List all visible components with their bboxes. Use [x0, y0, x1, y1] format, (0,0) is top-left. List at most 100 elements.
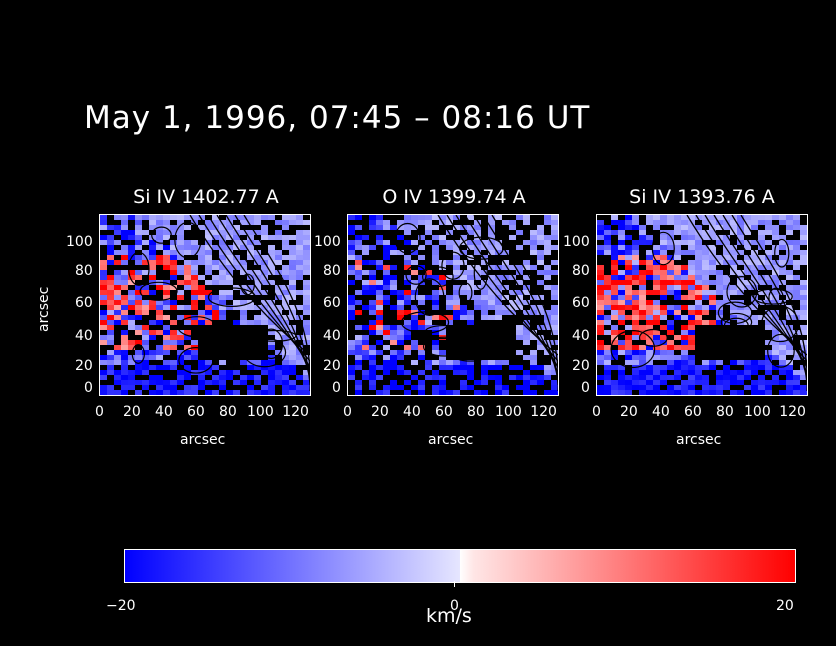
velocity-pixel — [170, 300, 177, 305]
velocity-pixel — [355, 270, 362, 275]
velocity-pixel — [653, 310, 660, 315]
velocity-pixel — [786, 265, 793, 270]
velocity-pixel — [474, 385, 481, 390]
velocity-pixel — [502, 330, 509, 335]
velocity-pixel — [121, 305, 128, 310]
velocity-pixel — [751, 335, 758, 340]
velocity-pixel — [376, 260, 383, 265]
velocity-pixel — [516, 385, 523, 390]
velocity-pixel — [369, 260, 376, 265]
velocity-pixel — [289, 315, 296, 320]
velocity-pixel — [509, 315, 516, 320]
velocity-pixel — [604, 235, 611, 240]
velocity-pixel — [355, 375, 362, 380]
velocity-pixel — [530, 305, 537, 310]
velocity-pixel — [439, 315, 446, 320]
velocity-pixel — [702, 250, 709, 255]
velocity-pixel — [544, 290, 551, 295]
velocity-pixel — [418, 355, 425, 360]
velocity-pixel — [453, 220, 460, 225]
velocity-pixel — [107, 295, 114, 300]
velocity-pixel — [481, 365, 488, 370]
velocity-pixel — [681, 330, 688, 335]
velocity-pixel — [212, 295, 219, 300]
velocity-pixel — [453, 275, 460, 280]
velocity-pixel — [397, 370, 404, 375]
velocity-pixel — [453, 330, 460, 335]
velocity-pixel — [198, 350, 205, 355]
velocity-pixel — [530, 300, 537, 305]
velocity-pixel — [618, 230, 625, 235]
velocity-pixel — [646, 280, 653, 285]
velocity-pixel — [674, 220, 681, 225]
x-tick-label: 0 — [343, 404, 352, 420]
velocity-pixel — [156, 330, 163, 335]
velocity-pixel — [212, 260, 219, 265]
velocity-pixel — [432, 375, 439, 380]
velocity-pixel — [369, 215, 376, 220]
velocity-pixel — [597, 265, 604, 270]
velocity-pixel — [744, 370, 751, 375]
velocity-pixel — [184, 335, 191, 340]
velocity-pixel — [481, 295, 488, 300]
velocity-pixel — [432, 240, 439, 245]
velocity-pixel — [551, 215, 558, 220]
velocity-pixel — [604, 380, 611, 385]
velocity-pixel — [275, 265, 282, 270]
velocity-pixel — [716, 355, 723, 360]
velocity-pixel — [544, 320, 551, 325]
velocity-pixel — [537, 260, 544, 265]
velocity-pixel — [516, 370, 523, 375]
velocity-pixel — [667, 325, 674, 330]
velocity-pixel — [369, 380, 376, 385]
velocity-pixel — [240, 285, 247, 290]
velocity-pixel — [611, 375, 618, 380]
velocity-pixel — [453, 245, 460, 250]
velocity-pixel — [632, 265, 639, 270]
velocity-pixel — [681, 260, 688, 265]
velocity-pixel — [523, 380, 530, 385]
velocity-pixel — [667, 245, 674, 250]
velocity-pixel — [544, 380, 551, 385]
velocity-pixel — [446, 365, 453, 370]
velocity-pixel — [369, 375, 376, 380]
velocity-pixel — [425, 390, 432, 395]
velocity-pixel — [191, 320, 198, 325]
velocity-pixel — [744, 305, 751, 310]
velocity-pixel — [418, 235, 425, 240]
velocity-pixel — [163, 300, 170, 305]
velocity-pixel — [205, 285, 212, 290]
velocity-pixel — [142, 325, 149, 330]
velocity-pixel — [516, 225, 523, 230]
velocity-pixel — [261, 340, 268, 345]
y-tick-label: 40 — [75, 328, 93, 344]
velocity-pixel — [523, 250, 530, 255]
velocity-pixel — [233, 240, 240, 245]
velocity-pixel — [758, 335, 765, 340]
velocity-pixel — [411, 390, 418, 395]
velocity-pixel — [502, 320, 509, 325]
velocity-pixel — [786, 245, 793, 250]
velocity-pixel — [233, 350, 240, 355]
velocity-pixel — [226, 365, 233, 370]
velocity-pixel — [460, 390, 467, 395]
velocity-pixel — [786, 305, 793, 310]
velocity-pixel — [226, 305, 233, 310]
velocity-pixel — [198, 355, 205, 360]
velocity-pixel — [226, 345, 233, 350]
velocity-pixel — [212, 255, 219, 260]
velocity-pixel — [597, 275, 604, 280]
velocity-pixel — [376, 375, 383, 380]
velocity-pixel — [369, 320, 376, 325]
velocity-pixel — [268, 375, 275, 380]
velocity-pixel — [551, 305, 558, 310]
velocity-pixel — [268, 380, 275, 385]
velocity-pixel — [383, 335, 390, 340]
velocity-pixel — [142, 375, 149, 380]
velocity-pixel — [460, 345, 467, 350]
velocity-pixel — [474, 260, 481, 265]
velocity-pixel — [170, 345, 177, 350]
velocity-pixel — [765, 250, 772, 255]
velocity-pixel — [198, 360, 205, 365]
velocity-pixel — [142, 290, 149, 295]
